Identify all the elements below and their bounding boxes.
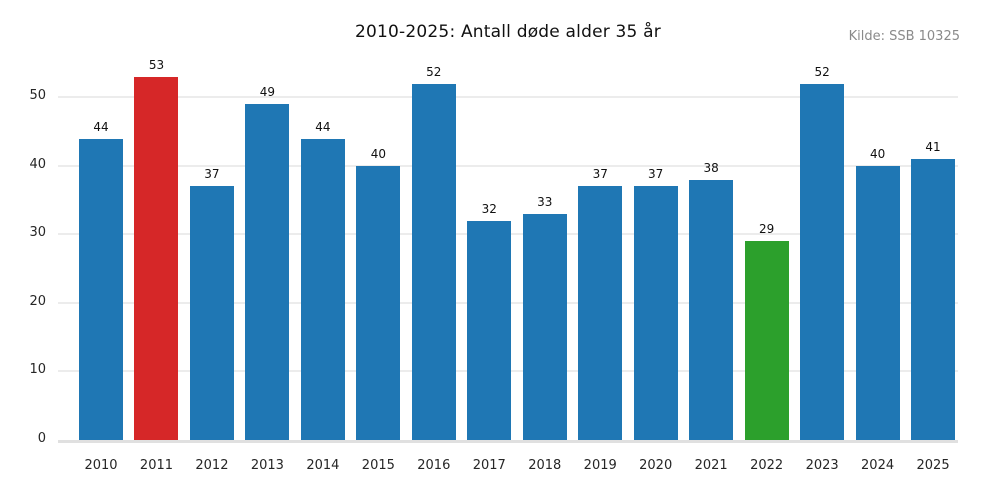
gridline xyxy=(58,96,958,99)
source-label: Kilde: SSB 10325 xyxy=(848,29,960,44)
bar-value-label: 29 xyxy=(758,222,775,237)
bar xyxy=(79,138,123,440)
x-tick-label: 2015 xyxy=(361,458,395,473)
bar xyxy=(189,186,234,440)
x-tick-label: 2019 xyxy=(583,458,617,473)
bar-value-label: 33 xyxy=(537,194,553,209)
bar xyxy=(411,83,456,440)
bar-value-label: 44 xyxy=(315,119,331,134)
bar-value-label: 52 xyxy=(814,64,830,79)
bar xyxy=(744,241,789,440)
bar xyxy=(800,83,845,440)
bar xyxy=(689,179,734,440)
bar xyxy=(911,159,956,440)
y-tick-label: 40 xyxy=(29,156,46,172)
bar-value-label: 41 xyxy=(925,140,941,155)
bar-value-label: 52 xyxy=(426,64,442,79)
bar xyxy=(467,220,512,440)
x-tick-label: 2024 xyxy=(861,458,895,473)
x-tick-label: 2023 xyxy=(805,458,839,473)
bar-value-label: 40 xyxy=(370,146,386,161)
bar xyxy=(356,165,401,440)
bar xyxy=(134,76,179,440)
bar xyxy=(245,104,290,440)
bar xyxy=(300,138,345,440)
x-tick-label: 2010 xyxy=(84,458,118,473)
y-tick-label: 50 xyxy=(29,88,46,104)
bar xyxy=(633,186,678,440)
bar-value-label: 49 xyxy=(259,85,276,100)
x-tick-label: 2021 xyxy=(694,458,728,473)
bar-value-label: 40 xyxy=(869,146,886,161)
y-tick-label: 30 xyxy=(29,225,46,241)
x-tick-label: 2025 xyxy=(916,458,950,473)
x-tick-label: 2014 xyxy=(306,458,340,473)
bar xyxy=(855,165,900,440)
bar-value-label: 37 xyxy=(648,167,664,182)
bar-value-label: 38 xyxy=(703,160,719,175)
chart-title: 2010-2025: Antall døde alder 35 år xyxy=(354,22,661,42)
x-tick-label: 2016 xyxy=(417,458,451,473)
x-tick-label: 2022 xyxy=(750,458,784,473)
bar-value-label: 44 xyxy=(93,119,109,134)
y-tick-label: 20 xyxy=(29,293,46,309)
x-axis-line xyxy=(58,440,958,443)
bar xyxy=(522,213,567,440)
y-tick-label: 10 xyxy=(29,362,46,378)
gridline xyxy=(58,164,958,167)
bar-value-label: 32 xyxy=(481,201,497,216)
x-tick-label: 2013 xyxy=(250,458,284,473)
bar-value-label: 37 xyxy=(204,167,220,182)
y-tick-label: 0 xyxy=(37,431,46,446)
x-tick-label: 2011 xyxy=(139,458,174,473)
bar xyxy=(578,186,623,440)
x-tick-label: 2020 xyxy=(639,458,673,473)
x-tick-label: 2012 xyxy=(195,458,229,473)
bar-value-label: 37 xyxy=(592,167,608,182)
x-tick-label: 2018 xyxy=(528,458,562,473)
bar-value-label: 53 xyxy=(148,57,165,72)
x-tick-label: 2017 xyxy=(472,458,506,473)
